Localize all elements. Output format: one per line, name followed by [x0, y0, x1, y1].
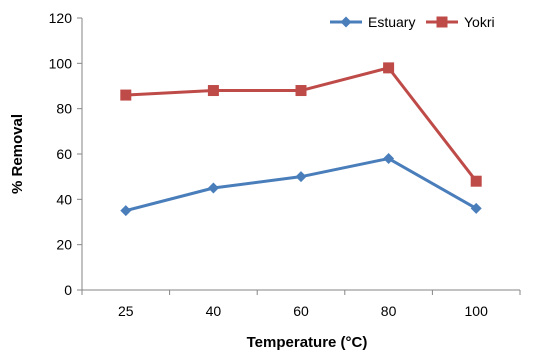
x-axis-ticks: 25 40 60 80 100	[81, 290, 521, 319]
legend-marker	[340, 16, 352, 28]
x-axis-title: Temperature (°C)	[247, 334, 368, 351]
legend-item-estuary: Estuary	[330, 14, 415, 30]
data-point-estuary	[120, 205, 132, 217]
data-point-estuary	[295, 171, 307, 183]
legend-item-yokri: Yokri	[426, 14, 495, 30]
y-axis-title: % Removal	[9, 114, 26, 194]
legend: Estuary Yokri	[330, 14, 495, 30]
series-yokri	[120, 62, 482, 187]
data-point-estuary	[383, 153, 395, 165]
data-point-yokri	[207, 85, 219, 97]
series-estuary	[120, 153, 482, 217]
y-tick-label: 20	[56, 237, 72, 253]
data-point-yokri	[470, 175, 482, 187]
y-tick-label: 40	[56, 191, 72, 207]
legend-label: Yokri	[464, 14, 495, 30]
series-layer	[120, 62, 482, 217]
data-point-yokri	[120, 89, 132, 101]
y-tick-label: 100	[49, 55, 73, 71]
data-point-estuary	[470, 202, 482, 214]
x-tick-label: 60	[293, 303, 309, 319]
data-point-yokri	[383, 62, 395, 74]
data-point-yokri	[295, 85, 307, 97]
y-axis-ticks: 0 20 40 60 80 100 120	[49, 10, 82, 298]
y-tick-label: 60	[56, 146, 72, 162]
y-tick-label: 80	[56, 101, 72, 117]
legend-marker	[436, 16, 448, 28]
y-tick-label: 0	[64, 282, 72, 298]
series-line-yokri	[125, 66, 478, 183]
x-tick-label: 25	[118, 303, 134, 319]
series-line-estuary	[125, 157, 477, 213]
x-tick-label: 100	[465, 303, 489, 319]
data-point-estuary	[207, 182, 219, 194]
x-tick-label: 80	[381, 303, 397, 319]
y-tick-label: 120	[49, 10, 73, 26]
legend-label: Estuary	[368, 14, 415, 30]
x-tick-label: 40	[206, 303, 222, 319]
plot-area: 0 20 40 60 80 100 120 25 40 60 80 100	[49, 10, 521, 319]
